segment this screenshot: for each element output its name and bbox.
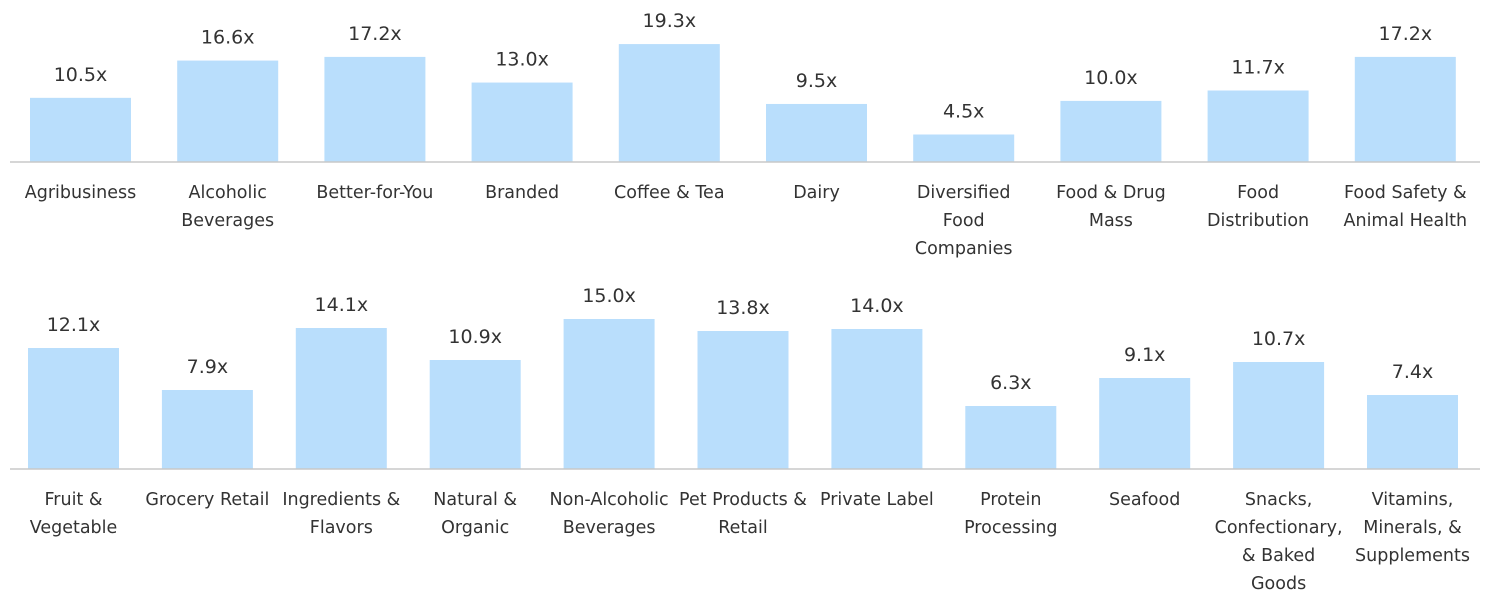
category-label: Seafood bbox=[1109, 490, 1181, 510]
category-label: Snacks, Confectionary, & Baked Goods bbox=[1214, 490, 1343, 594]
value-label: 10.7x bbox=[1252, 328, 1306, 350]
value-label: 15.0x bbox=[582, 285, 636, 307]
value-label: 4.5x bbox=[943, 101, 984, 123]
bar bbox=[324, 56, 426, 162]
bar bbox=[965, 406, 1057, 469]
value-label: 10.0x bbox=[1084, 67, 1138, 89]
value-label: 9.5x bbox=[796, 70, 837, 92]
bar bbox=[618, 44, 720, 163]
value-label: 17.2x bbox=[1379, 23, 1433, 45]
category-label: Better-for-You bbox=[316, 183, 434, 203]
value-label: 9.1x bbox=[1124, 344, 1165, 366]
bar bbox=[28, 348, 119, 469]
category-label: Food Safety & Animal Health bbox=[1343, 183, 1468, 231]
value-label: 17.2x bbox=[348, 23, 402, 45]
bar bbox=[1233, 362, 1325, 469]
value-label: 10.9x bbox=[448, 326, 502, 348]
category-label: Pet Products & Retail bbox=[679, 490, 807, 538]
category-label: Grocery Retail bbox=[145, 490, 270, 510]
bar bbox=[831, 329, 923, 469]
bar bbox=[563, 319, 655, 469]
value-label: 19.3x bbox=[643, 10, 697, 32]
category-label: Non-Alcoholic Beverages bbox=[549, 490, 669, 538]
category-label: Private Label bbox=[819, 490, 934, 510]
bar bbox=[1207, 90, 1309, 162]
value-label: 7.9x bbox=[187, 356, 228, 378]
bar bbox=[161, 390, 253, 469]
value-label: 16.6x bbox=[201, 27, 255, 49]
bar bbox=[471, 82, 573, 162]
category-label: Ingredients & Flavors bbox=[282, 490, 401, 538]
bar bbox=[913, 134, 1015, 162]
category-label: Protein Processing bbox=[964, 490, 1058, 538]
category-label: Agribusiness bbox=[24, 183, 137, 203]
bar bbox=[429, 360, 521, 469]
bar bbox=[1060, 100, 1162, 162]
bar bbox=[1367, 395, 1458, 469]
value-label: 7.4x bbox=[1392, 361, 1433, 383]
value-label: 12.1x bbox=[47, 314, 101, 336]
value-label: 11.7x bbox=[1231, 57, 1285, 79]
bar bbox=[697, 331, 789, 469]
category-label: Diversified Food Companies bbox=[914, 183, 1013, 259]
category-label: Vitamins, Minerals, & Supplements bbox=[1355, 490, 1470, 566]
value-label: 13.0x bbox=[495, 49, 549, 71]
value-label: 14.1x bbox=[315, 294, 369, 316]
category-label: Coffee & Tea bbox=[614, 183, 725, 203]
bar bbox=[1354, 56, 1456, 162]
value-label: 14.0x bbox=[850, 295, 904, 317]
category-label: Food Distribution bbox=[1207, 183, 1310, 231]
value-label: 6.3x bbox=[990, 372, 1031, 394]
category-label: Alcoholic Beverages bbox=[181, 183, 275, 231]
bar bbox=[30, 97, 131, 162]
category-label: Natural & Organic bbox=[433, 490, 518, 538]
category-label: Fruit & Vegetable bbox=[29, 490, 118, 538]
bar bbox=[177, 60, 279, 162]
value-label: 13.8x bbox=[716, 297, 770, 319]
bar bbox=[1099, 378, 1191, 469]
category-label: Food & Drug Mass bbox=[1056, 183, 1166, 231]
bar bbox=[295, 328, 387, 469]
bar bbox=[766, 103, 867, 162]
value-label: 10.5x bbox=[54, 64, 108, 86]
category-label: Dairy bbox=[793, 183, 840, 203]
category-label: Branded bbox=[485, 183, 560, 203]
